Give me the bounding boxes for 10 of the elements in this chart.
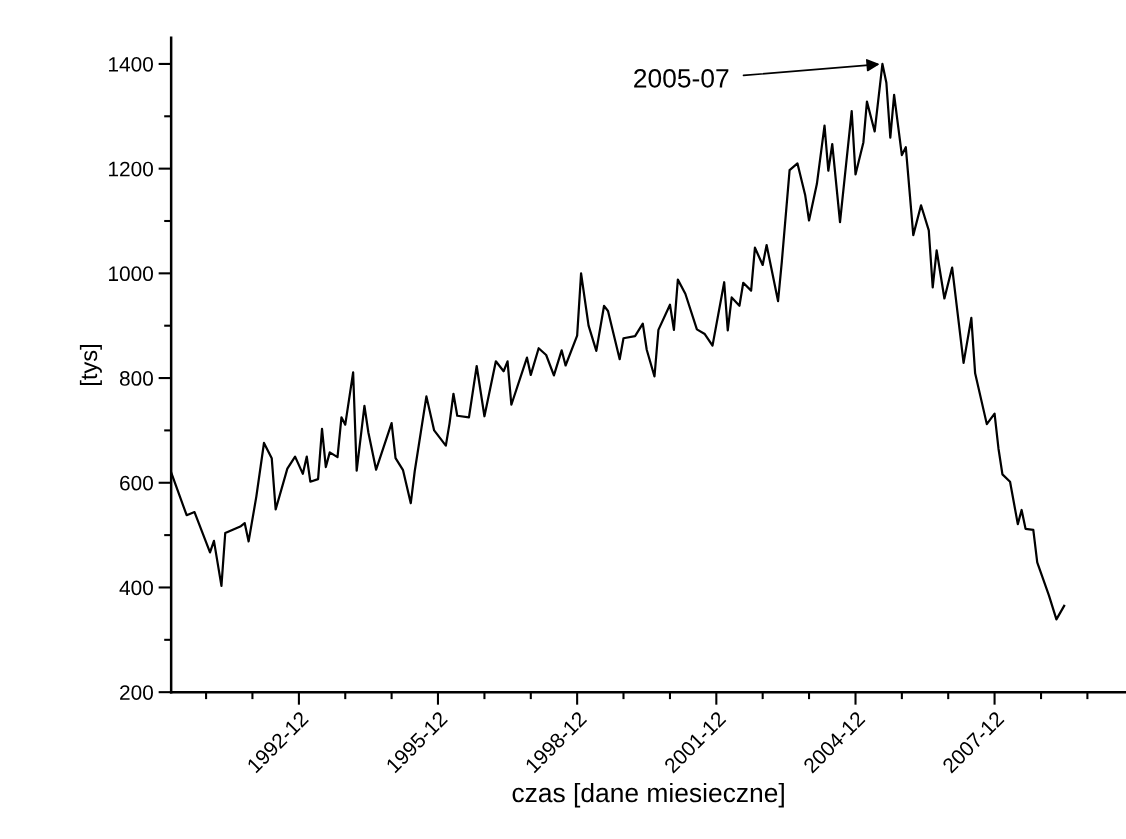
y-axis-title: [tys] [79, 345, 102, 385]
y-tick-label: 400 [119, 580, 153, 596]
y-tick-label: 1200 [109, 161, 153, 177]
y-tick-label: 200 [120, 685, 153, 700]
y-tick-label: 1000 [109, 266, 153, 282]
y-tick-label: 800 [119, 371, 153, 386]
annotation: 2005-07 [634, 69, 729, 88]
y-tick-label: 1400 [109, 56, 153, 72]
y-tick-label: 600 [120, 475, 153, 491]
x-axis-title: czas [dane miesieczne] [512, 782, 784, 808]
